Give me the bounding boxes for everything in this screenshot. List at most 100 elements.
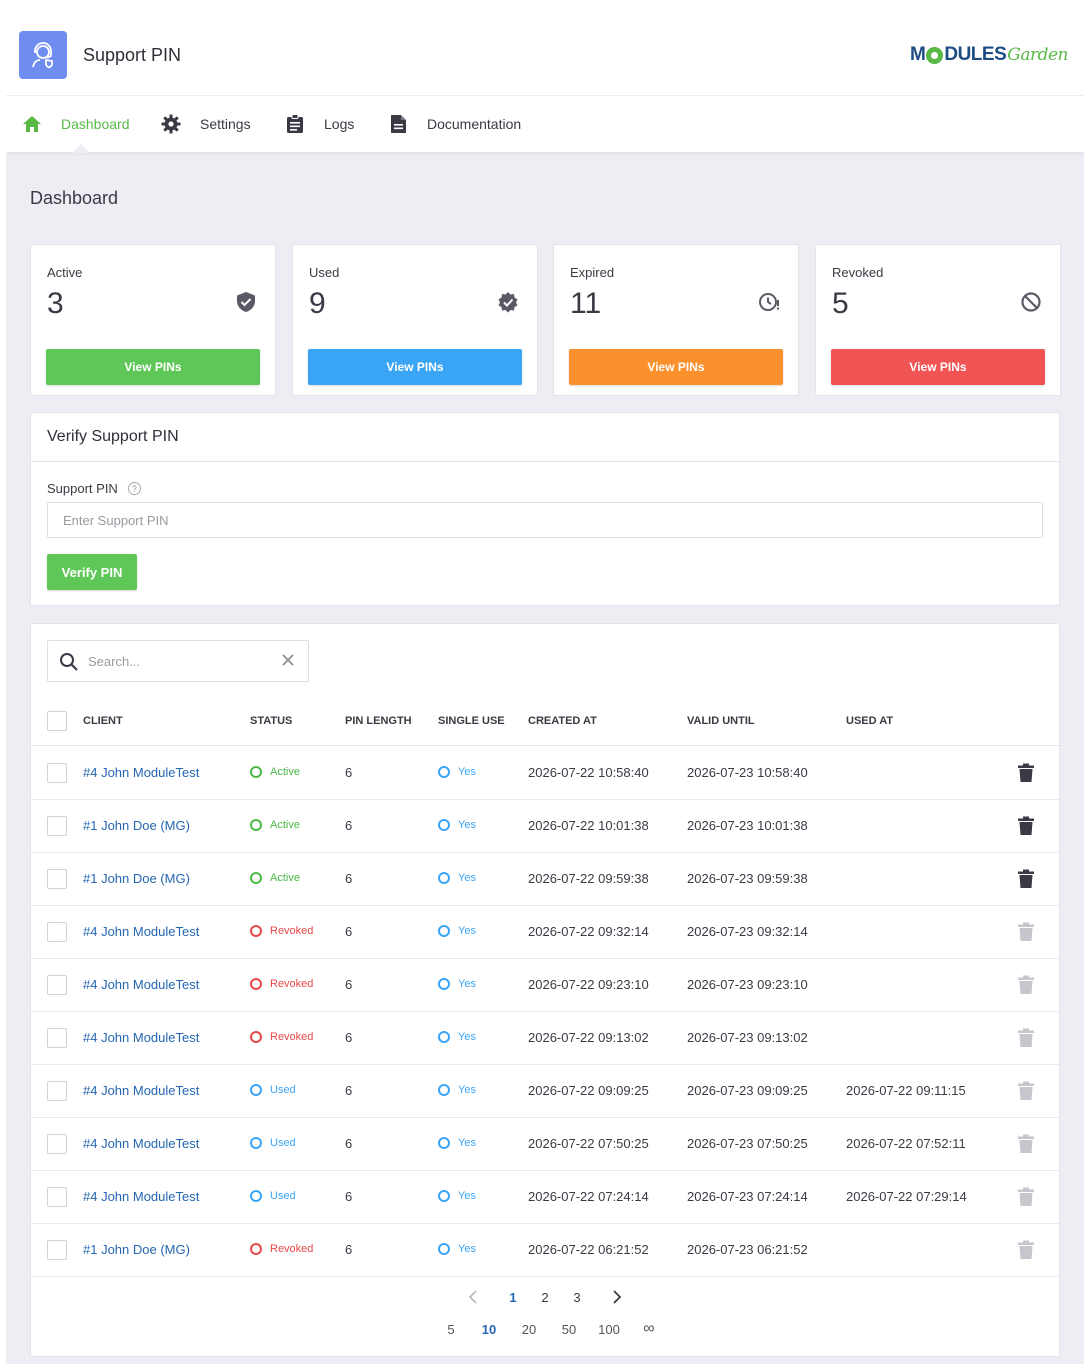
client-link[interactable]: #1 John Doe (MG) [83,818,190,833]
help-icon[interactable]: ? [127,482,141,495]
pin-length-cell: 6 [345,1189,353,1204]
single-use-dot-icon [438,1137,450,1149]
page-size-10[interactable]: 10 [481,1322,497,1337]
row-checkbox[interactable] [47,869,67,889]
table-row: #1 John Doe (MG) Active 6 Yes 2026-07-22 09:… [31,853,1059,906]
view-used-pins-button[interactable]: View PINs [308,349,522,385]
client-link[interactable]: #4 John ModuleTest [83,765,200,780]
tab-settings[interactable]: Settings [161,96,251,152]
valid-until-cell: 2026-07-23 06:21:52 [687,1242,808,1257]
trash-icon [1017,1187,1035,1207]
page-size-20[interactable]: 20 [521,1322,537,1337]
single-use-badge: Yes [438,1243,476,1255]
client-link[interactable]: #4 John ModuleTest [83,1083,200,1098]
client-link[interactable]: #4 John ModuleTest [83,924,200,939]
client-link[interactable]: #4 John ModuleTest [83,977,200,992]
created-at-cell: 2026-07-22 09:32:14 [528,924,649,939]
search-input[interactable] [88,649,278,673]
page-size-50[interactable]: 50 [561,1322,577,1337]
tab-dashboard[interactable]: Dashboard [22,96,130,152]
client-link[interactable]: #1 John Doe (MG) [83,1242,190,1257]
row-checkbox[interactable] [47,816,67,836]
status-dot-icon [250,1243,262,1255]
page-size-all[interactable]: ∞ [643,1320,655,1337]
page-2-button[interactable]: 2 [541,1290,549,1305]
trash-icon[interactable] [1017,869,1035,889]
column-header-pin-length[interactable]: PIN LENGTH [345,715,412,727]
column-header-valid-until[interactable]: VALID UNTIL [687,715,755,727]
trash-icon[interactable] [1017,763,1035,783]
trash-icon [1017,922,1035,942]
pin-length-cell: 6 [345,924,353,939]
clear-search-icon[interactable] [280,652,296,668]
single-use-badge: Yes [438,1137,476,1149]
column-header-single-use[interactable]: SINGLE USE [438,715,505,727]
created-at-cell: 2026-07-22 09:23:10 [528,977,649,992]
single-use-text: Yes [458,1031,476,1043]
logo-ring-icon [926,46,944,64]
status-dot-icon [250,1084,262,1096]
single-use-dot-icon [438,1031,450,1043]
status-text: Active [270,766,300,778]
client-link[interactable]: #4 John ModuleTest [83,1189,200,1204]
row-checkbox[interactable] [47,763,67,783]
valid-until-cell: 2026-07-23 09:23:10 [687,977,808,992]
pin-length-cell: 6 [345,765,353,780]
pin-length-cell: 6 [345,871,353,886]
view-revoked-pins-button[interactable]: View PINs [831,349,1045,385]
trash-icon[interactable] [1017,816,1035,836]
row-checkbox[interactable] [47,975,67,995]
view-expired-pins-button[interactable]: View PINs [569,349,783,385]
status-text: Revoked [270,1243,314,1255]
trash-icon [1017,1028,1035,1048]
document-icon [388,114,408,134]
app-title: Support PIN [83,45,182,65]
client-link[interactable]: #4 John ModuleTest [83,1030,200,1045]
column-header-status[interactable]: STATUS [250,715,293,727]
tab-documentation[interactable]: Documentation [388,96,521,152]
client-link[interactable]: #1 John Doe (MG) [83,871,190,886]
row-checkbox[interactable] [47,1028,67,1048]
created-at-cell: 2026-07-22 10:58:40 [528,765,649,780]
column-header-used-at[interactable]: USED AT [846,715,894,727]
support-pin-label-text: Support PIN [47,481,118,496]
page-3-button[interactable]: 3 [573,1290,581,1305]
pin-length-cell: 6 [345,1242,353,1257]
page-size-5[interactable]: 5 [447,1322,455,1337]
column-header-client[interactable]: CLIENT [83,715,123,727]
pagination: 1 2 3 [31,1290,1059,1310]
row-checkbox[interactable] [47,1240,67,1260]
status-dot-icon [250,872,262,884]
row-checkbox[interactable] [47,1134,67,1154]
tab-settings-label: Settings [200,116,251,132]
clipboard-icon [285,114,305,134]
row-checkbox[interactable] [47,1187,67,1207]
logo-text-dules: DULES [944,44,1007,65]
client-link[interactable]: #4 John ModuleTest [83,1136,200,1151]
stat-value: 3 [47,287,64,320]
single-use-badge: Yes [438,1031,476,1043]
row-checkbox[interactable] [47,922,67,942]
next-page-icon[interactable] [607,1290,627,1307]
support-pin-input[interactable] [47,502,1043,538]
table-row: #1 John Doe (MG) Active 6 Yes 2026-07-22 10:… [31,800,1059,853]
verify-pin-button[interactable]: Verify PIN [47,554,137,590]
tab-logs[interactable]: Logs [285,96,354,152]
status-badge: Revoked [250,925,313,937]
page-1-button[interactable]: 1 [509,1290,517,1305]
row-checkbox[interactable] [47,1081,67,1101]
modulesgarden-logo[interactable]: M DULES Garden [910,44,1068,66]
stat-card-expired: Expired 11 View PINs [553,244,799,396]
pin-length-cell: 6 [345,1030,353,1045]
page-size-100[interactable]: 100 [598,1322,620,1337]
active-tab-caret [72,144,90,153]
prev-page-icon[interactable] [463,1290,483,1307]
single-use-text: Yes [458,1190,476,1202]
single-use-dot-icon [438,1084,450,1096]
single-use-badge: Yes [438,766,476,778]
single-use-text: Yes [458,1243,476,1255]
search-box [47,640,309,682]
column-header-created-at[interactable]: CREATED AT [528,715,597,727]
view-active-pins-button[interactable]: View PINs [46,349,260,385]
select-all-checkbox[interactable] [47,711,67,731]
